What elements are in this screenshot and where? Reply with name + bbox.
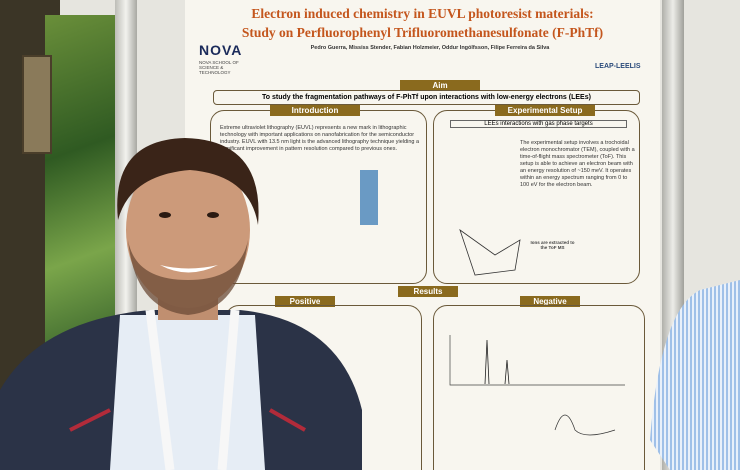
negative-box: [433, 305, 645, 470]
poster-graphics: [360, 170, 625, 436]
setup-heading: Experimental Setup: [495, 105, 595, 116]
partner-logo: LEAP-LEELIS: [595, 63, 641, 70]
jacket-stripes: [69, 408, 306, 432]
starburst: [459, 228, 521, 276]
bystander: [650, 280, 740, 470]
poster-title: Study on Perfluorophenyl Trifluoromethan…: [241, 25, 604, 40]
authors: Pedro Guerra, Mississ Stender, Fabian Ho…: [310, 45, 550, 51]
lanyard: [145, 309, 240, 470]
shirt: [110, 315, 265, 470]
eye: [159, 212, 171, 218]
beard: [128, 240, 248, 315]
positive-heading: Positive: [275, 296, 335, 307]
negative-heading: Negative: [520, 296, 580, 307]
smile: [160, 265, 218, 273]
setup-subheading: LEEs interactions with gas phase targets: [450, 120, 627, 128]
introduction-heading: Introduction: [270, 105, 360, 116]
setup-text: The experimental setup involves a trocho…: [520, 140, 635, 188]
results-heading: Results: [398, 286, 458, 297]
introduction-text: Extreme ultraviolet lithography (EUVL) r…: [220, 125, 420, 152]
aim-text: To study the fragmentation pathways of F…: [213, 90, 640, 105]
burst-text: Ions are extracted to the ToF MS: [530, 240, 575, 250]
aim-heading: Aim: [400, 80, 480, 91]
hair: [117, 138, 259, 225]
logo-subtitle: NOVA SCHOOL OF SCIENCE & TECHNOLOGY: [199, 60, 239, 75]
striped-shirt: [650, 280, 740, 470]
spectrum-axis: [449, 335, 625, 386]
face: [126, 152, 250, 308]
poster-title: Electron induced chemistry in EUVL photo…: [251, 6, 594, 21]
wall-sign: [22, 55, 52, 154]
foliage-window: [45, 15, 115, 355]
person: [0, 138, 362, 470]
eye: [207, 212, 219, 218]
spectrum-peaks: [484, 339, 510, 385]
spectrum-curve: [554, 414, 616, 436]
logo: NOVA: [199, 42, 243, 58]
diagram: [360, 170, 378, 225]
